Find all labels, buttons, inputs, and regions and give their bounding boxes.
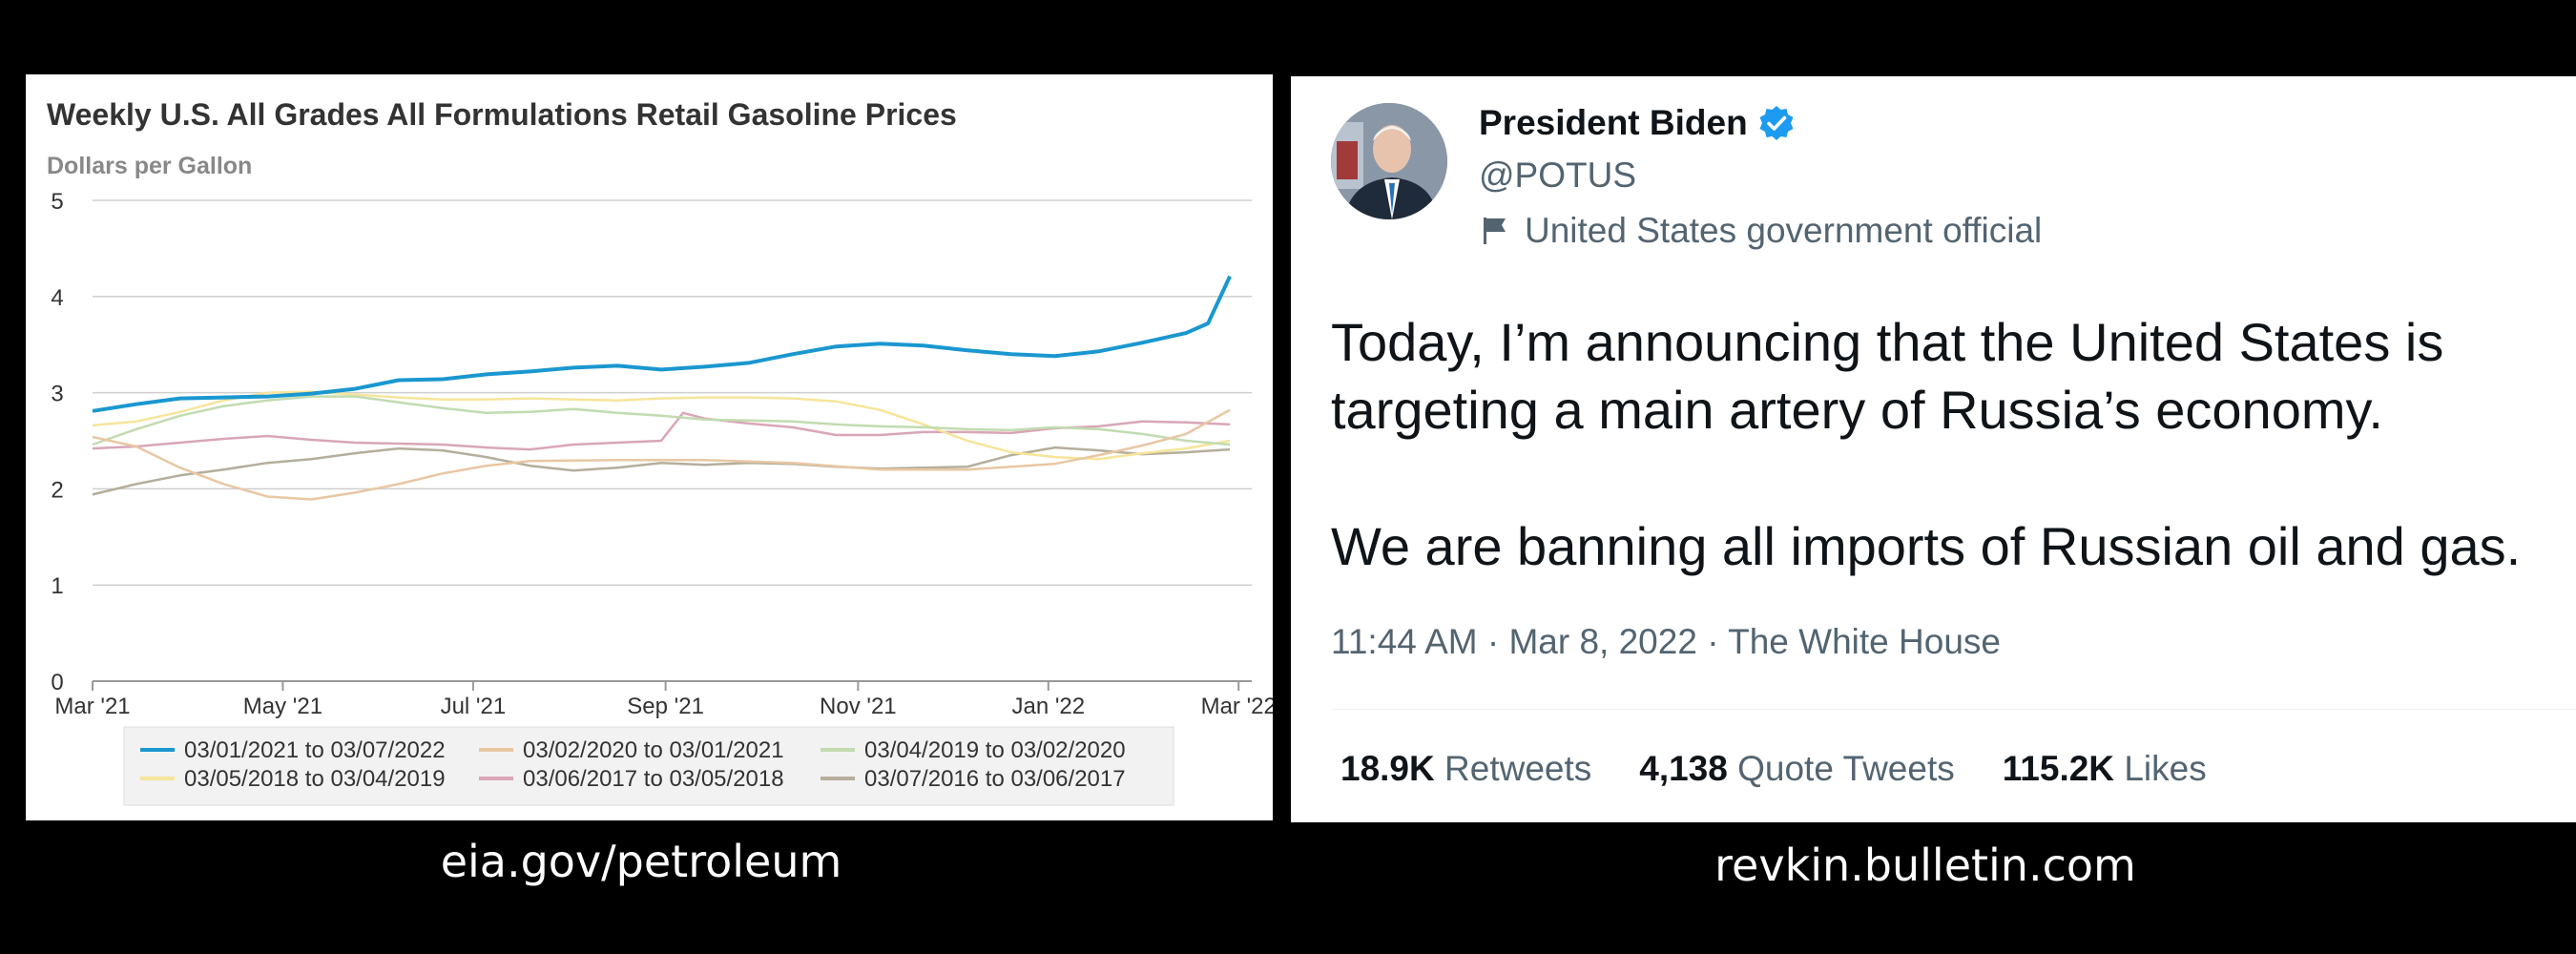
y-tick-label: 1 [51, 573, 63, 599]
y-tick-label: 5 [51, 189, 63, 215]
likes-count: 115.2K [2002, 749, 2115, 788]
x-tick-label: May '21 [243, 694, 322, 719]
legend-box [123, 726, 1174, 806]
tweet-text: Today, I’m announcing that the United St… [1331, 308, 2571, 580]
x-tick-label: Mar '21 [54, 694, 130, 719]
x-axis: Mar '21 May '21 Jul '21 Sep '21 Nov '21 Jan '… [54, 681, 1273, 719]
series-line [92, 395, 1231, 446]
likes-label: Likes [2124, 749, 2207, 788]
affiliation-label: United States government official [1479, 211, 2042, 251]
legend-entry: 03/06/2017 to 03/05/2018 [523, 766, 784, 792]
series-line [92, 275, 1232, 413]
legend-entry: 03/01/2021 to 03/07/2022 [184, 737, 446, 763]
display-name-text: President Biden [1479, 103, 1748, 142]
engagement-stats: 18.9K Retweets 4,138 Quote Tweets 115.2K… [1340, 749, 2207, 789]
series-line [92, 446, 1231, 496]
chart-title: Weekly U.S. All Grades All Formulations … [47, 97, 957, 132]
affiliation-text: United States government official [1525, 211, 2043, 250]
legend-entry: 03/05/2018 to 03/04/2019 [184, 766, 446, 792]
x-tick-label: Nov '21 [820, 694, 897, 719]
grid-lines: 0 1 2 3 4 5 [51, 189, 1252, 695]
source-caption-left: eia.gov/petroleum [440, 836, 842, 887]
tweet-text-paragraph: Today, I’m announcing that the United St… [1331, 312, 2444, 440]
x-tick-label: Jul '21 [441, 694, 507, 719]
chart-panel: Weekly U.S. All Grades All Formulations … [26, 74, 1273, 820]
legend: 03/01/2021 to 03/07/2022 03/02/2020 to 03… [123, 726, 1174, 806]
quote-tweets-label: Quote Tweets [1737, 749, 1955, 788]
legend-entry: 03/02/2020 to 03/01/2021 [523, 737, 784, 763]
source-caption-right: revkin.bulletin.com [1714, 840, 2136, 891]
x-tick-label: Jan '22 [1011, 694, 1085, 719]
avatar[interactable] [1331, 103, 1447, 219]
quote-tweets-count: 4,138 [1639, 749, 1728, 788]
series-line [92, 390, 1231, 461]
user-handle[interactable]: @POTUS [1479, 156, 1637, 195]
y-tick-label: 3 [51, 382, 63, 407]
retweets-count: 18.9K [1340, 749, 1435, 788]
display-name[interactable]: President Biden [1479, 103, 1796, 143]
y-tick-label: 0 [51, 670, 63, 695]
x-tick-label: Sep '21 [627, 694, 704, 719]
tweet-text-paragraph: We are banning all imports of Russian oi… [1331, 516, 2522, 576]
y-tick-label: 2 [51, 477, 63, 503]
gasoline-price-chart: Weekly U.S. All Grades All Formulations … [47, 97, 1273, 806]
x-tick-label: Mar '22 [1201, 694, 1273, 719]
flag-icon [1484, 218, 1506, 244]
avatar-portrait-icon [1331, 103, 1447, 219]
legend-entry: 03/07/2016 to 03/06/2017 [864, 766, 1126, 792]
likes-stat[interactable]: 115.2K Likes [2003, 749, 2207, 789]
retweets-label: Retweets [1444, 749, 1592, 788]
series-line [92, 408, 1231, 501]
y-tick-label: 4 [51, 285, 63, 311]
quote-tweets-stat[interactable]: 4,138 Quote Tweets [1639, 749, 1955, 789]
series-line [92, 411, 1231, 451]
tweet-timestamp[interactable]: 11:44 AM · Mar 8, 2022 · The White House [1331, 622, 2001, 661]
retweets-stat[interactable]: 18.9K Retweets [1340, 749, 1591, 789]
tweet-card: President Biden @POTUS United States gov… [1291, 76, 2576, 822]
divider [1331, 709, 2576, 710]
series-lines [92, 275, 1232, 501]
legend-entry: 03/04/2019 to 03/02/2020 [864, 737, 1126, 763]
chart-subtitle: Dollars per Gallon [47, 153, 252, 179]
verified-badge-icon [1759, 106, 1794, 140]
